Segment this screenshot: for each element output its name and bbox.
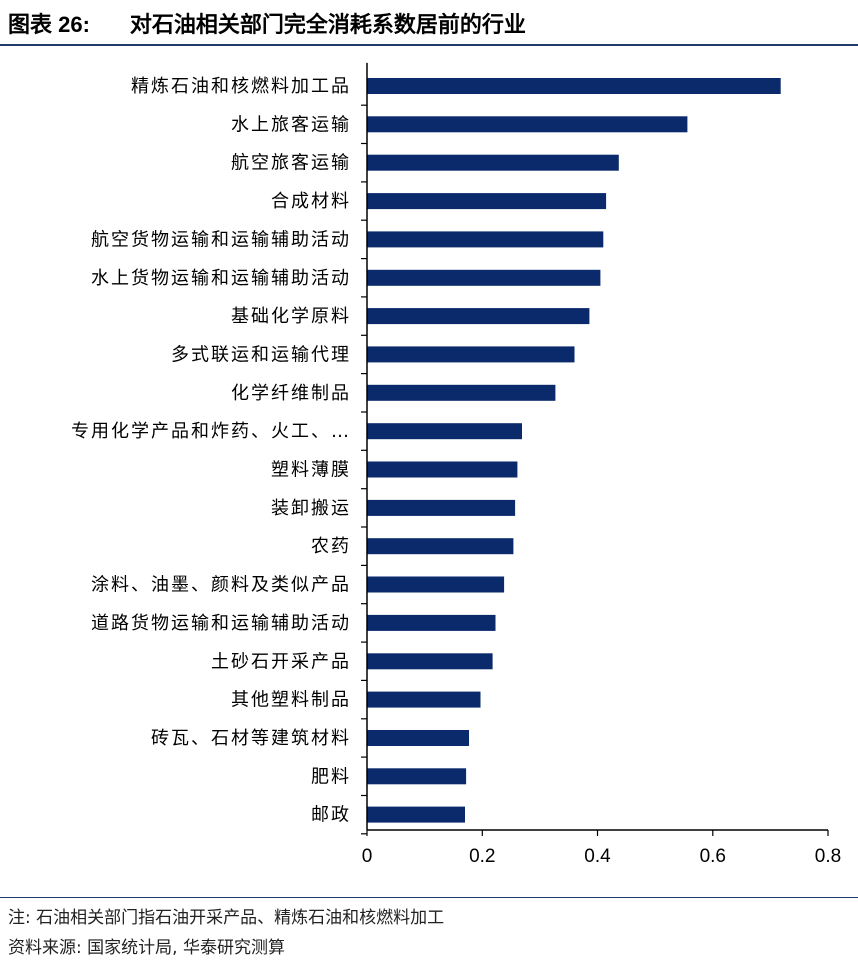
x-tick-label: 0.6 (700, 846, 726, 867)
category-label: 砖瓦、石材等建筑材料 (151, 728, 351, 749)
category-label: 合成材料 (271, 191, 351, 212)
title-divider (0, 44, 858, 46)
bar (367, 78, 781, 94)
category-label: 邮政 (311, 805, 351, 826)
bar (367, 154, 619, 171)
bar-chart: 精炼石油和核燃料加工品水上旅客运输航空旅客运输合成材料航空货物运输和运输辅助活动… (71, 62, 841, 867)
bar (367, 193, 607, 210)
category-label: 航空旅客运输 (231, 153, 351, 174)
bar (367, 691, 481, 708)
category-label: 航空货物运输和运输辅助活动 (91, 229, 351, 250)
bar (367, 461, 518, 478)
x-tick-label: 0 (362, 846, 373, 867)
bar (367, 576, 505, 593)
category-label: 其他塑料制品 (231, 690, 351, 711)
bar (367, 423, 522, 440)
bar (367, 384, 556, 401)
bar (367, 346, 575, 363)
category-label: 专用化学产品和炸药、火工、… (71, 421, 351, 442)
bar (367, 806, 465, 823)
bar (367, 499, 516, 516)
category-label: 水上旅客运输 (231, 114, 351, 135)
bar (367, 730, 469, 746)
bar (367, 231, 604, 248)
category-label: 精炼石油和核燃料加工品 (131, 76, 351, 97)
category-label: 化学纤维制品 (231, 383, 351, 404)
category-label: 道路货物运输和运输辅助活动 (91, 613, 351, 634)
footnotes: 注: 石油相关部门指石油开采产品、精炼石油和核燃料加工 资料来源: 国家统计局,… (8, 903, 444, 963)
bar (367, 269, 601, 286)
category-label: 多式联运和运输代理 (171, 344, 351, 365)
figure-number: 图表 26: (8, 12, 90, 37)
bar (367, 614, 496, 631)
category-label: 塑料薄膜 (271, 460, 351, 481)
figure-title-text: 对石油相关部门完全消耗系数居前的行业 (129, 13, 526, 38)
bar (367, 116, 688, 133)
x-tick-label: 0.8 (815, 846, 841, 867)
figure-title: 图表 26: 对石油相关部门完全消耗系数居前的行业 (8, 10, 526, 40)
category-label: 涂料、油墨、颜料及类似产品 (91, 575, 351, 596)
bar (367, 653, 493, 670)
x-tick-label: 0.4 (584, 846, 611, 867)
bar (367, 538, 514, 555)
bar (367, 768, 467, 785)
category-label: 水上货物运输和运输辅助活动 (91, 268, 351, 289)
category-label: 土砂石开采产品 (211, 651, 351, 672)
category-label: 基础化学原料 (231, 306, 351, 327)
category-label: 装卸搬运 (271, 498, 351, 519)
x-tick-label: 0.2 (469, 846, 495, 867)
note-text: 注: 石油相关部门指石油开采产品、精炼石油和核燃料加工 (8, 908, 445, 928)
footer-divider (0, 897, 858, 898)
bar (367, 308, 590, 325)
category-label: 农药 (311, 536, 351, 557)
category-label: 肥料 (311, 766, 351, 787)
source-text: 资料来源: 国家统计局, 华泰研究测算 (8, 938, 285, 958)
